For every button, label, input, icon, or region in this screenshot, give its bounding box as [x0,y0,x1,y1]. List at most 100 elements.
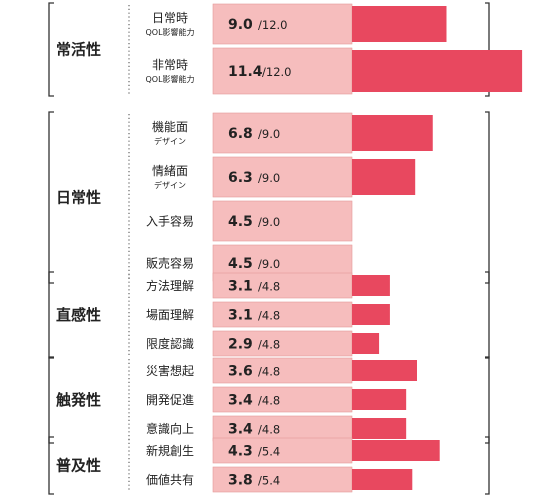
value-label: 6.3 [228,170,253,186]
bar-row: 意識向上 3.4/4.8 [146,415,407,442]
bar-row: 限度認識 2.9/4.8 [146,330,380,357]
bar-track [212,272,353,299]
left-bracket [48,271,54,359]
max-label: /9.0 [258,257,280,271]
bar-row: 価値共有 3.8/5.4 [146,466,413,493]
bar-value [352,159,416,195]
bar-value [352,6,447,42]
row-label: 開発促進 [146,393,194,407]
group-title: 普及性 [56,457,101,475]
row-label: 入手容易 [146,214,194,229]
row-label: 販売容易 [146,256,194,271]
bar-value [352,115,433,151]
max-label: /12.0 [258,18,287,32]
bar-row: 開発促進 3.4/4.8 [146,386,407,413]
bar-value [352,50,523,92]
max-label: /9.0 [258,171,280,185]
group-title: 日常性 [56,189,101,207]
bar-track [212,357,353,384]
left-bracket [48,2,54,97]
bar-value [352,469,413,490]
row-sublabel: デザイン [154,136,186,146]
group-2: 直感性 方法理解 3.1/4.8 場面理解 3.1/4.8 限度認識 2.9/4.8 [48,271,490,359]
bar-row: 災害想起 3.6/4.8 [146,357,417,384]
bar-track [212,437,353,464]
bar-track [212,466,353,493]
max-label: /4.8 [258,309,280,323]
bar-track [212,386,353,413]
row-label: 限度認識 [146,336,194,351]
row-label: 日常時 [152,11,188,25]
row-label: 場面理解 [146,308,194,322]
row-sublabel: QOL影響能力 [145,27,194,37]
value-label: 2.9 [228,337,253,353]
value-label: 3.1 [228,279,253,295]
bar-track [212,415,353,442]
row-label: 意識向上 [146,421,194,436]
row-sublabel: QOL影響能力 [145,74,194,84]
value-label: 4.5 [228,256,253,272]
right-bracket [485,356,490,444]
value-label: 3.1 [228,308,253,324]
value-label: 3.4 [228,422,253,438]
bar-value [352,418,407,439]
bar-row: 方法理解 3.1/4.8 [146,272,390,299]
value-label: 9.0 [228,17,253,33]
left-bracket [48,356,54,444]
bar-track [212,112,353,154]
right-bracket [485,271,490,359]
group-title: 触発性 [56,391,101,409]
right-bracket [485,111,490,284]
right-bracket [485,436,490,495]
bar-row: 場面理解 3.1/4.8 [146,301,390,328]
max-label: /4.8 [258,423,280,437]
row-label: 災害想起 [146,363,194,378]
row-label: 非常時 [152,58,188,72]
left-bracket [48,111,54,284]
max-label: /9.0 [258,215,280,229]
value-label: 3.6 [228,364,253,380]
bar-value [352,360,417,381]
group-title: 直感性 [56,306,101,324]
max-label: /4.8 [258,394,280,408]
value-label: 4.5 [228,214,253,230]
value-label: 3.8 [228,473,253,489]
bar-track [212,200,353,242]
row-label: 価値共有 [146,472,194,487]
row-label: 機能面 [152,119,188,134]
max-label: /4.8 [258,338,280,352]
max-label: /4.8 [258,365,280,379]
group-3: 触発性 災害想起 3.6/4.8 開発促進 3.4/4.8 意識向上 3.4/4.8 [48,356,490,444]
value-label: 11.4 [228,64,263,80]
right-bracket [485,2,490,97]
row-sublabel: デザイン [154,180,186,190]
row-label: 新規創生 [146,443,194,458]
bar-value [352,440,440,461]
bar-row: 日常時 QOL影響能力 9.0/12.0 [145,3,447,45]
row-label: 方法理解 [146,278,194,293]
max-label: /5.4 [258,474,280,488]
bar-track [212,3,353,45]
value-label: 4.3 [228,444,253,460]
max-label: /9.0 [258,127,280,141]
bar-track [212,47,353,95]
bar-value [352,304,390,325]
group-title: 常活性 [56,41,101,59]
value-label: 3.4 [228,393,253,409]
max-label: /12.0 [262,65,291,79]
group-0: 常活性 日常時 QOL影響能力 9.0/12.0 非常時 QOL影響能力 11.4/12.0 [48,2,523,97]
bar-row: 入手容易 4.5/9.0 [146,200,353,242]
left-bracket [48,436,54,495]
bar-row: 新規創生 4.3/5.4 [146,437,440,464]
value-label: 6.8 [228,126,253,142]
bar-value [352,333,380,354]
bar-value [352,275,390,296]
bar-row: 非常時 QOL影響能力 11.4/12.0 [145,47,523,95]
row-label: 情緒面 [152,163,188,178]
bar-value [352,389,407,410]
bar-track [212,301,353,328]
